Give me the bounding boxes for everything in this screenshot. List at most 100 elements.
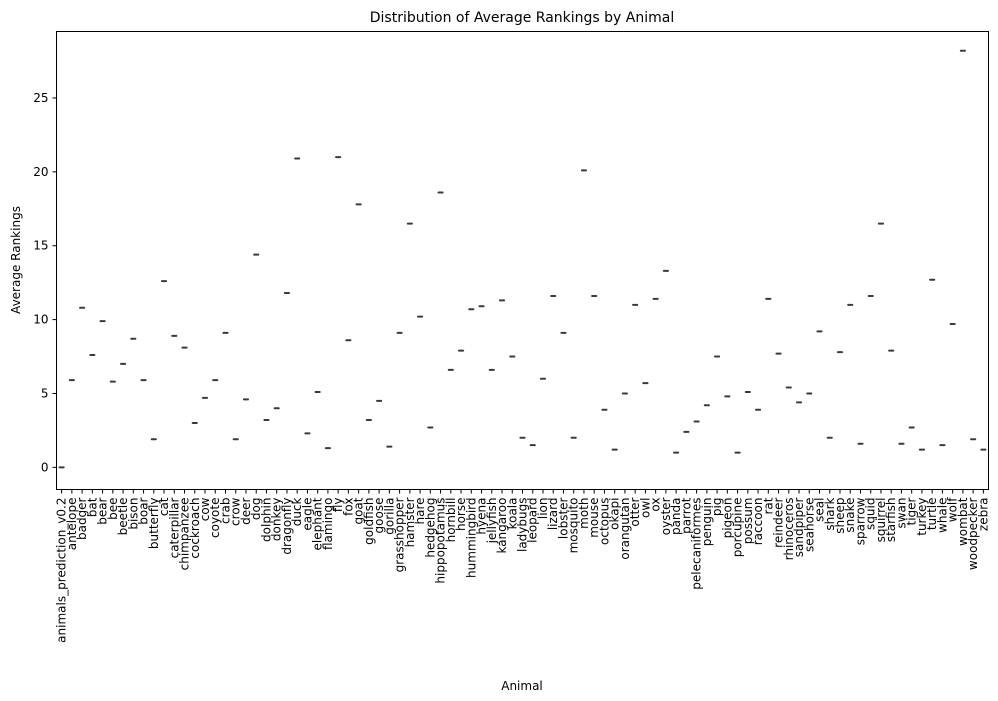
box-mark-butterfly xyxy=(150,438,157,441)
box-mark-zebra xyxy=(980,448,987,451)
x-tick-label: antelope xyxy=(65,498,79,551)
x-tick-label: gorilla xyxy=(382,498,396,535)
x-tick-label: chimpanzee xyxy=(178,498,192,571)
box-mark-goldfish xyxy=(365,419,372,422)
box-mark-ladybugs xyxy=(519,436,526,439)
x-tick-label: owl xyxy=(638,498,652,519)
x-tick-label: duck xyxy=(290,497,304,526)
x-tick-label: whale xyxy=(935,498,949,534)
x-tick-label: swan xyxy=(894,498,908,529)
box-mark-seal xyxy=(816,330,823,333)
x-tick-label: grasshopper xyxy=(393,497,407,572)
box-mark-reindeer xyxy=(775,352,782,355)
x-tick-label: pigeon xyxy=(720,498,734,539)
x-tick-label: sandpiper xyxy=(792,497,806,557)
x-tick-label: woodpecker xyxy=(966,497,980,570)
box-mark-parrot xyxy=(683,430,690,433)
box-mark-sheep xyxy=(836,351,844,354)
box-mark-porcupine xyxy=(734,451,741,454)
x-tick-label: rhinoceros xyxy=(782,498,796,561)
y-tick-label: 0 xyxy=(41,460,49,474)
x-tick-label: okapi xyxy=(608,498,622,530)
box-mark-pigeon xyxy=(724,395,731,398)
x-tick-label: wombat xyxy=(956,497,970,546)
box-mark-flamingo xyxy=(324,447,331,450)
box-mark-kangaroo xyxy=(498,299,506,302)
x-tick-label: pig xyxy=(710,498,724,517)
x-tick-label: squid xyxy=(864,498,878,530)
x-tick-label: dragonfly xyxy=(280,498,294,555)
x-tick-label: horse xyxy=(454,498,468,532)
y-tick-label: 25 xyxy=(33,91,48,105)
y-axis-title: Average Rankings xyxy=(9,206,23,314)
x-tick-label: eagle xyxy=(300,498,314,531)
x-tick-label: lion xyxy=(536,498,550,520)
x-tick-label: animals_prediction_v0.2 xyxy=(55,498,69,643)
plot-area xyxy=(56,31,989,490)
box-mark-lizard xyxy=(550,294,557,297)
box-mark-orangutan xyxy=(621,392,628,395)
box-mark-fox xyxy=(345,339,352,342)
box-mark-turkey xyxy=(918,448,926,451)
box-mark-caterpillar xyxy=(171,334,178,337)
box-mark-dragonfly xyxy=(283,292,291,295)
box-mark-cow xyxy=(201,396,209,399)
box-mark-bison xyxy=(130,337,137,340)
box-mark-hummingbird xyxy=(468,308,475,311)
x-tick-label: hummingbird xyxy=(464,498,478,578)
box-mark-hare xyxy=(417,315,424,318)
box-mark-donkey xyxy=(273,407,280,410)
x-tick-label: leopard xyxy=(526,498,540,543)
x-tick-label: flamingo xyxy=(321,498,335,551)
x-tick-label: snake xyxy=(843,498,857,533)
x-tick-label: bee xyxy=(106,498,120,520)
box-mark-starfish xyxy=(888,349,895,352)
box-mark-sandpiper xyxy=(795,401,803,404)
box-mark-pelecaniformes xyxy=(693,420,700,423)
x-tick-label: cat xyxy=(157,497,171,516)
box-mark-octopus xyxy=(601,408,608,411)
x-tick-label: cow xyxy=(198,497,212,521)
x-tick-label: ox xyxy=(649,498,663,512)
box-mark-woodpecker xyxy=(970,438,977,441)
box-mark-otter xyxy=(632,303,639,306)
x-tick-label: rat xyxy=(761,497,775,514)
x-tick-label: dog xyxy=(249,498,263,521)
x-tick-label: panda xyxy=(669,498,683,536)
box-mark-koala xyxy=(509,355,516,358)
x-tick-label: turtle xyxy=(925,498,939,531)
y-tick-label: 5 xyxy=(41,386,49,400)
x-tick-label: fly xyxy=(331,498,345,513)
x-tick-label: lobster xyxy=(556,497,570,539)
x-tick-label: porcupine xyxy=(731,498,745,558)
y-tick-label: 15 xyxy=(33,239,48,253)
box-mark-cat xyxy=(160,280,168,283)
x-tick-label: fox xyxy=(341,498,355,516)
x-tick-label: coyote xyxy=(208,498,222,538)
box-mark-grasshopper xyxy=(396,331,403,334)
x-tick-label: mouse xyxy=(587,498,601,538)
x-tick-label: goldfish xyxy=(362,498,376,545)
box-mark-crab xyxy=(222,331,229,334)
x-tick-label: donkey xyxy=(270,498,284,542)
box-mark-hornbill xyxy=(447,368,454,371)
box-mark-antelope xyxy=(68,379,75,382)
box-mark-moth xyxy=(580,169,588,172)
x-tick-label: crow xyxy=(229,497,243,526)
box-mark-fly xyxy=(335,156,342,159)
box-mark-chimpanzee xyxy=(181,346,188,349)
box-mark-squid xyxy=(867,294,874,297)
box-mark-bear xyxy=(99,320,106,323)
box-mark-rat xyxy=(765,297,772,300)
box-mark-possum xyxy=(744,390,751,393)
box-mark-dog xyxy=(253,253,260,256)
x-tick-label: hedgehog xyxy=(423,498,437,558)
y-tick-label: 10 xyxy=(33,313,48,327)
x-tick-label: possum xyxy=(741,498,755,545)
box-mark-wombat xyxy=(959,49,966,52)
x-tick-label: ladybugs xyxy=(516,498,530,553)
x-tick-label: bat xyxy=(85,497,99,517)
x-tick-label: hornbill xyxy=(444,498,458,543)
box-mark-jellyfish xyxy=(488,368,495,371)
